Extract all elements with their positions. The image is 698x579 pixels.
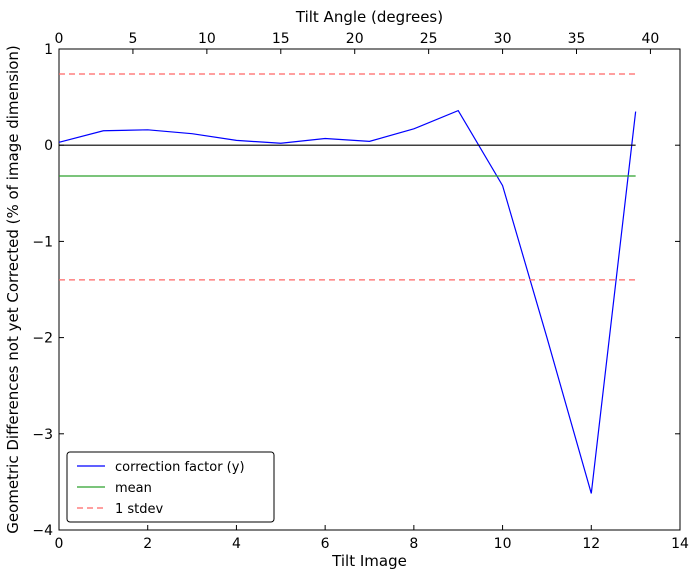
series-layer: [58, 73, 637, 494]
y-tick-label: −2: [32, 331, 53, 347]
x2-tick-label: 20: [346, 31, 364, 47]
x2-tick-label: 25: [420, 31, 438, 47]
x-tick-label: 12: [582, 536, 600, 552]
y-tick-label: −3: [32, 427, 53, 443]
y-tick-label: 1: [44, 42, 53, 58]
y-tick-label: −1: [32, 234, 53, 250]
x2-axis-title: Tilt Angle (degrees): [295, 8, 443, 26]
x2-tick-label: 0: [55, 31, 64, 47]
series-line-correction-factor-y-: [58, 109, 637, 494]
x-tick-label: 4: [232, 536, 241, 552]
x2-tick-label: 30: [494, 31, 512, 47]
legend-box: [66, 451, 275, 523]
x2-tick-label: 10: [198, 31, 216, 47]
x2-tick-label: 35: [568, 31, 586, 47]
y-tick-label: −4: [32, 523, 53, 539]
x-tick-label: 6: [321, 536, 330, 552]
x-tick-label: 10: [494, 536, 512, 552]
legend-label: mean: [115, 481, 152, 496]
x2-tick-label: 15: [272, 31, 290, 47]
x-tick-label: 0: [55, 536, 64, 552]
x2-tick-label: 40: [642, 31, 660, 47]
legend-label: correction factor (y): [115, 460, 245, 475]
x-tick-label: 14: [671, 536, 689, 552]
legend-label: 1 stdev: [115, 502, 164, 517]
x-tick-label: 8: [409, 536, 418, 552]
legend: correction factor (y) mean 1 stdev: [66, 451, 275, 523]
x-tick-label: 2: [143, 536, 152, 552]
y-axis-title: Geometric Differences not yet Corrected …: [4, 45, 22, 534]
x2-tick-label: 5: [128, 31, 137, 47]
plot-area: [58, 48, 681, 531]
x-axis-title: Tilt Image: [331, 552, 407, 570]
y-tick-label: 0: [44, 138, 53, 154]
